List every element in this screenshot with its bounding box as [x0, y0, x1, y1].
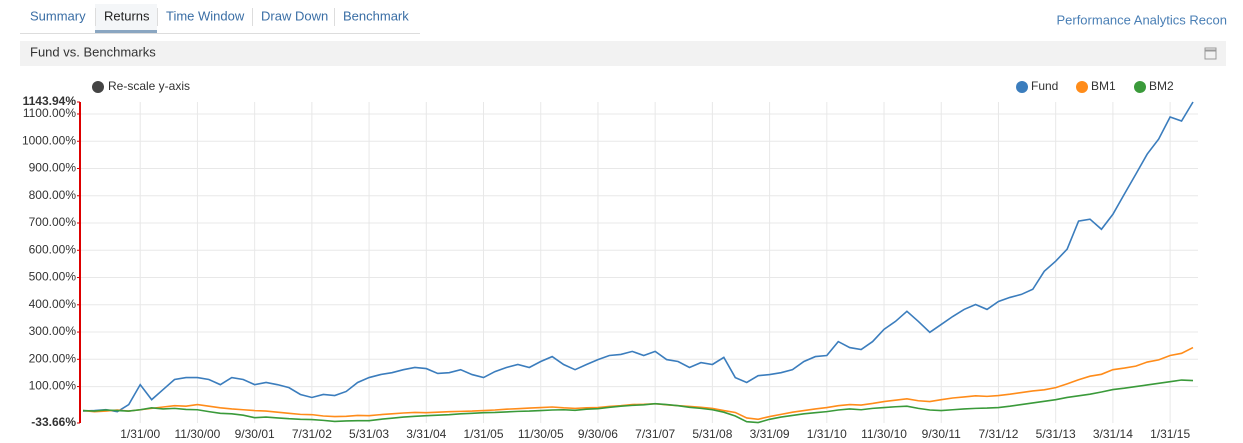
- x-tick-label: 5/31/08: [692, 427, 732, 441]
- tab[interactable]: Draw Down: [261, 8, 328, 23]
- y-tick-label: 100.00%: [29, 379, 77, 393]
- x-tick-label: 5/31/03: [349, 427, 389, 441]
- x-tick-label: 1/31/00: [120, 427, 160, 441]
- x-tick-label: 11/30/10: [861, 427, 907, 441]
- tab[interactable]: Benchmark: [343, 8, 409, 23]
- x-tick-label: 5/31/13: [1036, 427, 1076, 441]
- series-line: [82, 379, 1194, 424]
- y-tick-label: -33.66%: [31, 415, 76, 429]
- rescale-toggle[interactable]: [92, 81, 104, 93]
- y-tick-label: 500.00%: [29, 270, 77, 284]
- tab[interactable]: Summary: [30, 8, 86, 23]
- x-tick-label: 9/30/01: [235, 427, 275, 441]
- x-tick-label: 7/31/12: [978, 427, 1018, 441]
- x-tick-label: 9/30/11: [922, 427, 961, 441]
- x-tick-label: 1/31/05: [463, 427, 503, 441]
- y-tick-label: 700.00%: [29, 215, 77, 229]
- legend-label[interactable]: Fund: [1031, 79, 1058, 93]
- x-tick-label: 3/31/04: [406, 427, 446, 441]
- series-line: [82, 101, 1194, 413]
- legend-marker[interactable]: [1134, 81, 1146, 93]
- x-tick-label: 1/31/15: [1150, 427, 1190, 441]
- tab[interactable]: Time Window: [166, 8, 245, 23]
- app-title: Performance Analytics Recon: [1056, 12, 1227, 27]
- tab[interactable]: Returns: [104, 8, 150, 23]
- panel-header: [20, 41, 1226, 66]
- series-line: [82, 346, 1194, 421]
- y-tick-label: 1143.94%: [23, 94, 77, 108]
- active-tab-bg: [95, 4, 157, 33]
- x-tick-label: 7/31/02: [292, 427, 332, 441]
- y-tick-label: 200.00%: [29, 351, 77, 365]
- maximize-icon[interactable]: [1204, 47, 1217, 60]
- y-tick-label: 1000.00%: [22, 133, 76, 147]
- x-tick-label: 3/31/09: [750, 427, 790, 441]
- y-tick-label: 800.00%: [29, 188, 77, 202]
- legend-marker[interactable]: [1076, 81, 1088, 93]
- x-tick-label: 3/31/14: [1093, 427, 1133, 441]
- legend-marker[interactable]: [1016, 81, 1028, 93]
- x-tick-label: 9/30/06: [578, 427, 618, 441]
- x-tick-label: 11/30/05: [518, 427, 564, 441]
- x-tick-label: 11/30/00: [175, 427, 221, 441]
- legend-label[interactable]: BM2: [1149, 79, 1174, 93]
- y-tick-label: 400.00%: [29, 297, 77, 311]
- y-tick-label: 900.00%: [29, 161, 77, 175]
- y-tick-label: 600.00%: [29, 242, 77, 256]
- active-tab-underline: [95, 30, 157, 33]
- y-tick-label: 1100.00%: [23, 106, 76, 120]
- x-tick-label: 7/31/07: [635, 427, 675, 441]
- y-tick-label: 300.00%: [29, 324, 77, 338]
- rescale-label[interactable]: Re-scale y-axis: [108, 79, 190, 93]
- panel-title: Fund vs. Benchmarks: [30, 44, 156, 59]
- legend-label[interactable]: BM1: [1091, 79, 1116, 93]
- x-tick-label: 1/31/10: [807, 427, 847, 441]
